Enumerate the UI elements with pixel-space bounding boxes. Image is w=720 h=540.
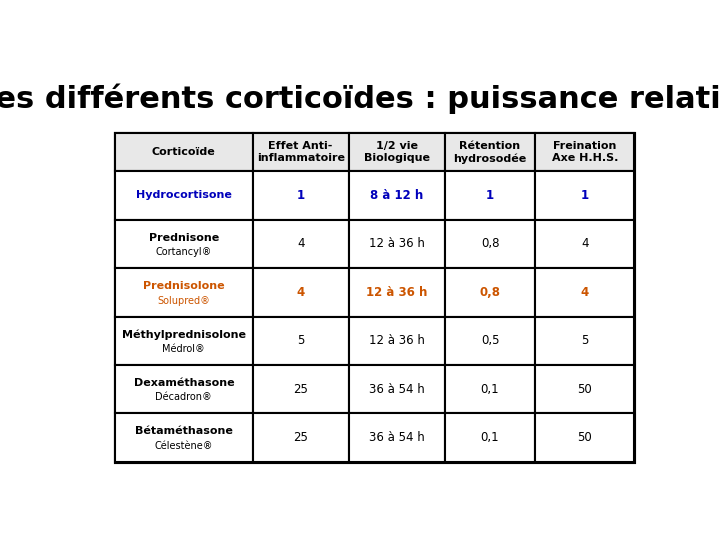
- Bar: [445, 365, 536, 414]
- Bar: [536, 133, 634, 171]
- Text: Prednisone: Prednisone: [149, 233, 219, 242]
- Text: Corticoïde: Corticoïde: [152, 147, 216, 157]
- Text: 0,5: 0,5: [481, 334, 499, 347]
- Bar: [348, 268, 445, 316]
- Text: 8 à 12 h: 8 à 12 h: [370, 189, 423, 202]
- Text: Les différents corticoïdes : puissance relative: Les différents corticoïdes : puissance r…: [0, 84, 720, 114]
- Text: 0,1: 0,1: [481, 431, 500, 444]
- Bar: [253, 171, 348, 220]
- Text: 1: 1: [581, 189, 589, 202]
- Text: 4: 4: [580, 286, 589, 299]
- Bar: [536, 365, 634, 414]
- Text: 36 à 54 h: 36 à 54 h: [369, 383, 425, 396]
- Bar: [115, 133, 253, 171]
- Bar: [253, 220, 348, 268]
- Text: 0,1: 0,1: [481, 383, 500, 396]
- Text: Solupred®: Solupred®: [158, 295, 210, 306]
- Bar: [115, 268, 253, 316]
- Bar: [115, 316, 253, 365]
- Text: 1: 1: [486, 189, 494, 202]
- Text: 1: 1: [297, 189, 305, 202]
- Text: 12 à 36 h: 12 à 36 h: [369, 238, 425, 251]
- Text: Célestène®: Célestène®: [155, 441, 213, 451]
- Bar: [536, 414, 634, 462]
- Text: Effet Anti-
inflammatoire: Effet Anti- inflammatoire: [256, 141, 345, 163]
- Bar: [536, 316, 634, 365]
- Bar: [348, 171, 445, 220]
- Text: 36 à 54 h: 36 à 54 h: [369, 431, 425, 444]
- Bar: [348, 365, 445, 414]
- Bar: [445, 414, 536, 462]
- Text: Freination
Axe H.H.S.: Freination Axe H.H.S.: [552, 141, 618, 163]
- Text: Décadron®: Décadron®: [156, 393, 212, 402]
- Bar: [445, 220, 536, 268]
- Text: 5: 5: [581, 334, 588, 347]
- Text: Méthylprednisolone: Méthylprednisolone: [122, 329, 246, 340]
- Text: 50: 50: [577, 383, 592, 396]
- Text: 0,8: 0,8: [480, 286, 500, 299]
- Text: 0,8: 0,8: [481, 238, 499, 251]
- Text: 50: 50: [577, 431, 592, 444]
- Text: 4: 4: [297, 238, 305, 251]
- Bar: [253, 316, 348, 365]
- Bar: [536, 220, 634, 268]
- Text: Médrol®: Médrol®: [163, 344, 205, 354]
- Bar: [115, 171, 253, 220]
- Text: 12 à 36 h: 12 à 36 h: [366, 286, 428, 299]
- Text: 4: 4: [581, 238, 588, 251]
- Text: 1/2 vie
Biologique: 1/2 vie Biologique: [364, 141, 430, 163]
- Bar: [536, 268, 634, 316]
- Bar: [115, 414, 253, 462]
- Bar: [115, 220, 253, 268]
- Text: Prednisolone: Prednisolone: [143, 281, 225, 291]
- Text: 25: 25: [293, 383, 308, 396]
- Bar: [348, 414, 445, 462]
- Text: Bétaméthasone: Bétaméthasone: [135, 427, 233, 436]
- Bar: [115, 365, 253, 414]
- Text: 25: 25: [293, 431, 308, 444]
- Bar: [348, 316, 445, 365]
- Bar: [253, 268, 348, 316]
- Text: 4: 4: [297, 286, 305, 299]
- Bar: [253, 414, 348, 462]
- Text: 12 à 36 h: 12 à 36 h: [369, 334, 425, 347]
- Text: 5: 5: [297, 334, 305, 347]
- Bar: [253, 133, 348, 171]
- Text: Rétention
hydrosodée: Rétention hydrosodée: [454, 141, 526, 164]
- Bar: [348, 133, 445, 171]
- Bar: [536, 171, 634, 220]
- Text: Cortancyl®: Cortancyl®: [156, 247, 212, 257]
- Bar: [445, 133, 536, 171]
- Bar: [445, 171, 536, 220]
- Bar: [115, 133, 634, 462]
- Text: Hydrocortisone: Hydrocortisone: [136, 191, 232, 200]
- Text: Dexaméthasone: Dexaméthasone: [133, 378, 234, 388]
- Bar: [348, 220, 445, 268]
- Bar: [445, 268, 536, 316]
- Bar: [445, 316, 536, 365]
- Bar: [253, 365, 348, 414]
